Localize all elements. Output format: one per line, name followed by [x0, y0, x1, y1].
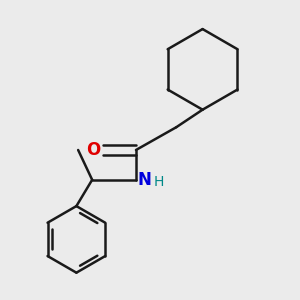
- Text: O: O: [86, 141, 100, 159]
- Text: N: N: [138, 171, 152, 189]
- Text: H: H: [154, 175, 164, 188]
